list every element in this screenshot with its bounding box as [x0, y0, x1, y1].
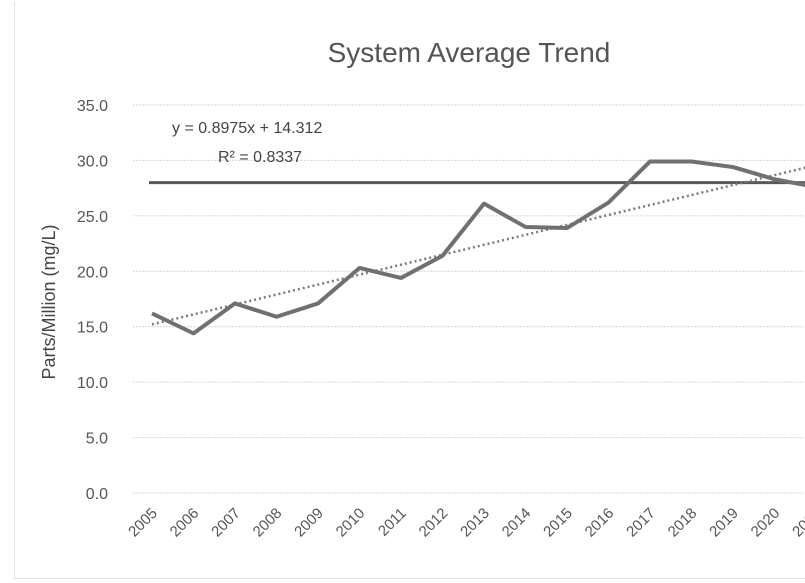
y-axis-ticks: 0.0 5.0 10.0 15.0 20.0 25.0 30.0 35.0	[77, 98, 108, 503]
series-line	[151, 159, 805, 336]
y-tick-label: 15.0	[77, 320, 108, 337]
x-tick-label: 2017	[623, 505, 659, 541]
y-tick-label: 0.0	[86, 486, 108, 503]
x-tick-label: 2015	[540, 505, 576, 541]
x-tick-label: 2012	[416, 505, 452, 541]
trendline	[151, 166, 805, 326]
y-axis-label: Parts/Million (mg/L)	[39, 224, 59, 379]
x-tick-label: 2008	[250, 505, 286, 541]
x-tick-label: 2006	[167, 505, 203, 541]
x-tick-label: 2020	[748, 505, 784, 541]
y-tick-label: 25.0	[77, 209, 108, 226]
x-tick-label: 2005	[125, 505, 161, 541]
x-tick-label: 2007	[208, 505, 244, 541]
y-tick-label: 10.0	[77, 375, 108, 392]
x-tick-label: 2014	[499, 505, 535, 541]
chart-frame: System Average Trend 0.0 5.0 10.0 15.0 20.0 2…	[14, 2, 805, 579]
y-tick-label: 20.0	[77, 264, 108, 281]
x-tick-label: 2018	[665, 505, 701, 541]
x-axis-ticks: 2005 2006 2007 2008 2009 2010 2011 2012 2013 2014…	[125, 505, 805, 541]
x-tick-label: 2011	[375, 505, 410, 540]
trendline-r-squared: R² = 0.8337	[218, 149, 302, 166]
trendline-equation: y = 0.8975x + 14.312	[172, 120, 322, 137]
gridlines	[133, 104, 805, 494]
chart-title: System Average Trend	[328, 37, 611, 68]
y-tick-label: 35.0	[77, 98, 108, 115]
x-tick-label: 2013	[457, 505, 493, 541]
x-tick-label: 2019	[706, 505, 742, 541]
x-tick-label: 2010	[333, 505, 369, 541]
x-tick-label: 2009	[291, 505, 327, 541]
x-tick-label: 2016	[582, 505, 618, 541]
x-tick-label: 2021	[789, 505, 805, 541]
y-tick-label: 30.0	[77, 153, 108, 170]
y-tick-label: 5.0	[86, 431, 108, 448]
chart-svg: System Average Trend 0.0 5.0 10.0 15.0 20.0 2…	[39, 37, 805, 541]
